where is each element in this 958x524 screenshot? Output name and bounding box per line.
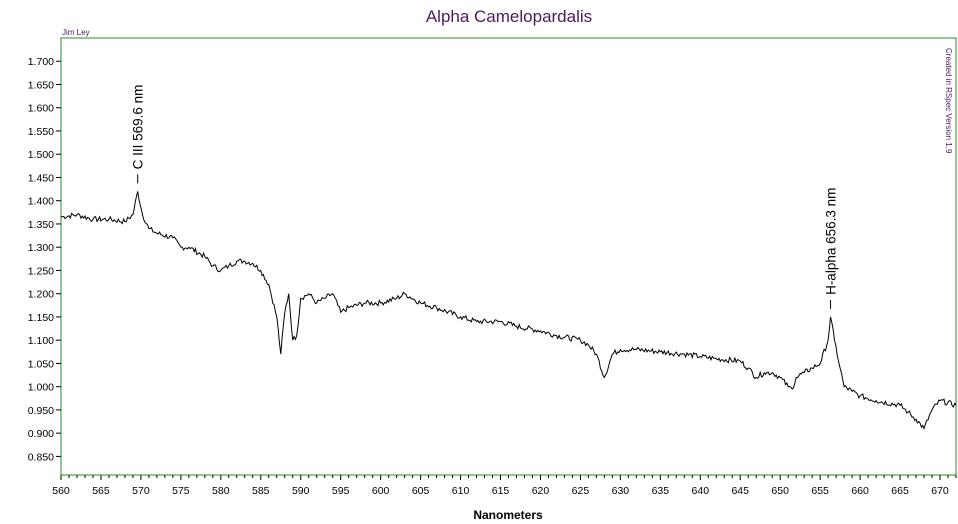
x-tick-label: 560 <box>52 485 70 497</box>
y-tick-label: 1.000 <box>28 382 54 394</box>
spectrum-line <box>60 191 957 430</box>
x-tick-label: 600 <box>372 485 390 497</box>
y-tick-label: 1.450 <box>28 172 54 184</box>
y-tick-label: 1.600 <box>28 103 54 115</box>
y-tick-label: 1.700 <box>28 56 54 68</box>
y-tick-label: 0.900 <box>28 428 54 440</box>
y-tick-label: 1.500 <box>28 149 54 161</box>
x-tick-label: 565 <box>92 485 110 497</box>
y-tick-label: 1.100 <box>28 335 54 347</box>
x-tick-label: 580 <box>212 485 230 497</box>
y-tick-label: 1.050 <box>28 358 54 370</box>
x-tick-label: 590 <box>292 485 310 497</box>
x-tick-label: 670 <box>931 485 949 497</box>
x-tick-label: 635 <box>652 485 670 497</box>
x-tick-label: 585 <box>252 485 270 497</box>
y-tick-label: 0.850 <box>28 451 54 463</box>
y-tick-label: 1.300 <box>28 242 54 254</box>
x-tick-label: 665 <box>891 485 909 497</box>
x-tick-label: 615 <box>492 485 510 497</box>
y-tick-label: 0.950 <box>28 405 54 417</box>
x-tick-label: 570 <box>132 485 150 497</box>
x-tick-label: 620 <box>532 485 550 497</box>
x-tick-label: 625 <box>572 485 590 497</box>
x-tick-label: 595 <box>332 485 350 497</box>
x-axis-label: Nanometers <box>473 508 543 522</box>
x-axis: 560 565 570 575 580 585 590 595 600 605 610 615 620 6… <box>52 475 957 497</box>
y-tick-label: 1.650 <box>28 79 54 91</box>
y-tick-label: 1.400 <box>28 196 54 208</box>
y-axis: 0.850 0.900 0.950 1.000 1.050 1.100 1.150 1.200… <box>28 56 61 463</box>
x-tick-label: 645 <box>731 485 749 497</box>
x-tick-label: 660 <box>851 485 869 497</box>
x-tick-label: 655 <box>811 485 829 497</box>
x-tick-label: 650 <box>771 485 789 497</box>
y-tick-label: 1.200 <box>28 289 54 301</box>
annotation-label: H-alpha 656.3 nm <box>824 188 839 295</box>
x-tick-label: 605 <box>412 485 430 497</box>
annotation-label: C III 569.6 nm <box>131 85 146 170</box>
x-tick-label: 575 <box>172 485 190 497</box>
y-tick-label: 1.550 <box>28 126 54 138</box>
line-annotations: C III 569.6 nm H-alpha 656.3 nm <box>131 85 839 309</box>
x-tick-label: 640 <box>692 485 710 497</box>
x-tick-label: 630 <box>612 485 630 497</box>
y-tick-label: 1.250 <box>28 265 54 277</box>
x-tick-label: 610 <box>452 485 470 497</box>
author-label: Jim Ley <box>62 28 90 37</box>
credit-label: Created in RSpec Version 1.9 <box>944 48 953 154</box>
chart-title: Alpha Camelopardalis <box>426 7 592 26</box>
y-tick-label: 1.350 <box>28 219 54 231</box>
y-tick-label: 1.150 <box>28 312 54 324</box>
